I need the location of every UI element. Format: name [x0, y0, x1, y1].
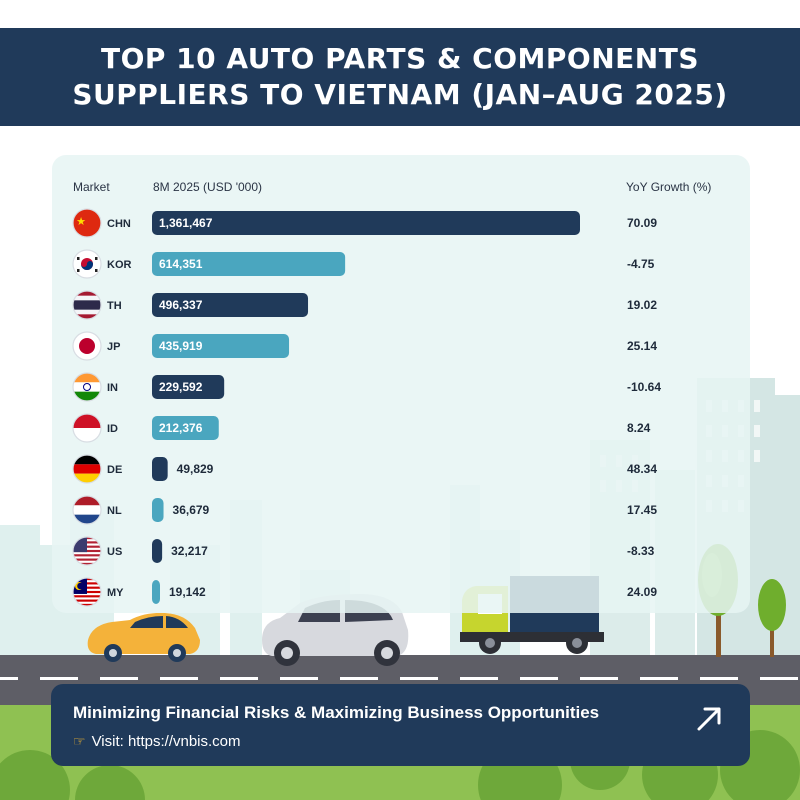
- footer-banner: Minimizing Financial Risks & Maximizing …: [51, 684, 750, 766]
- svg-text:★: ★: [76, 215, 86, 228]
- value-label: 435,919: [159, 339, 203, 353]
- category-label: US: [107, 546, 122, 558]
- chart-row: DE 49,829 48.34: [72, 454, 657, 484]
- title-banner: TOP 10 AUTO PARTS & COMPONENTS SUPPLIERS…: [0, 28, 800, 126]
- chart-row: ★ CHN 1,361,467 70.09: [72, 208, 657, 238]
- category-label: DE: [107, 464, 122, 476]
- growth-label: -8.33: [627, 544, 655, 558]
- thailand-flag-icon: [72, 290, 102, 320]
- visit-link[interactable]: ☞ Visit: https://vnbis.com: [73, 733, 241, 750]
- bar: [152, 375, 225, 399]
- growth-label: 48.34: [627, 462, 657, 476]
- bar: [152, 457, 168, 481]
- bar: [152, 293, 309, 317]
- malaysia-flag-icon: [72, 577, 102, 607]
- growth-label: 70.09: [627, 216, 657, 230]
- value-label: 1,361,467: [159, 216, 213, 230]
- category-label: MY: [107, 587, 124, 599]
- value-label: 212,376: [159, 421, 203, 435]
- value-label: 229,592: [159, 380, 203, 394]
- value-label: 36,679: [173, 503, 210, 517]
- category-label: JP: [107, 341, 120, 353]
- yellow-car-icon: [87, 612, 200, 662]
- china-flag-icon: ★: [72, 208, 102, 238]
- category-label: KOR: [107, 259, 132, 271]
- value-label: 49,829: [177, 462, 214, 476]
- column-header-value: 8M 2025 (USD '000): [153, 180, 263, 194]
- growth-label: 24.09: [627, 585, 657, 599]
- title-line-1: TOP 10 AUTO PARTS & COMPONENTS: [101, 42, 699, 75]
- title-line-2: SUPPLIERS TO VIETNAM (JAN–AUG 2025): [72, 78, 728, 111]
- bar: [152, 252, 346, 276]
- tree-icon: [758, 579, 786, 657]
- bar: [152, 334, 290, 358]
- category-label: NL: [107, 505, 122, 517]
- category-label: IN: [107, 382, 118, 394]
- chart-row: US 32,217 -8.33: [72, 536, 655, 566]
- arrow-up-right-icon[interactable]: [694, 704, 724, 734]
- category-label: CHN: [107, 218, 131, 230]
- bar: [152, 211, 580, 235]
- india-flag-icon: [72, 372, 102, 402]
- value-label: 496,337: [159, 298, 203, 312]
- growth-label: 25.14: [627, 339, 657, 353]
- chart-row: IN 229,592 -10.64: [72, 372, 661, 402]
- chart-row: KOR 614,351 -4.75: [72, 249, 655, 279]
- chart-row: TH 496,337 19.02: [72, 290, 657, 320]
- growth-label: 8.24: [627, 421, 651, 435]
- bar: [152, 498, 164, 522]
- footer-tagline: Minimizing Financial Risks & Maximizing …: [73, 703, 600, 722]
- chart-row: MY 19,142 24.09: [72, 577, 657, 607]
- growth-label: -4.75: [627, 257, 655, 271]
- growth-label: -10.64: [627, 380, 661, 394]
- value-label: 614,351: [159, 257, 203, 271]
- bar: [152, 580, 160, 604]
- netherlands-flag-icon: [72, 495, 102, 525]
- bar: [152, 539, 163, 563]
- value-label: 32,217: [171, 544, 208, 558]
- category-label: ID: [107, 423, 118, 435]
- category-label: TH: [107, 300, 122, 312]
- column-header-growth: YoY Growth (%): [626, 180, 712, 194]
- value-label: 19,142: [169, 585, 206, 599]
- pointing-hand-icon: ☞: [73, 733, 86, 749]
- growth-label: 19.02: [627, 298, 657, 312]
- germany-flag-icon: [72, 454, 102, 484]
- growth-label: 17.45: [627, 503, 657, 517]
- chart-row: NL 36,679 17.45: [72, 495, 657, 525]
- south-korea-flag-icon: [72, 249, 102, 279]
- column-header-market: Market: [73, 180, 110, 194]
- bar: [152, 416, 219, 440]
- chart-row: ID 212,376 8.24: [72, 413, 651, 443]
- indonesia-flag-icon: [72, 413, 102, 443]
- visit-text: Visit: https://vnbis.com: [91, 733, 241, 750]
- japan-flag-icon: [72, 331, 102, 361]
- chart-row: JP 435,919 25.14: [72, 331, 657, 361]
- usa-flag-icon: [72, 536, 102, 566]
